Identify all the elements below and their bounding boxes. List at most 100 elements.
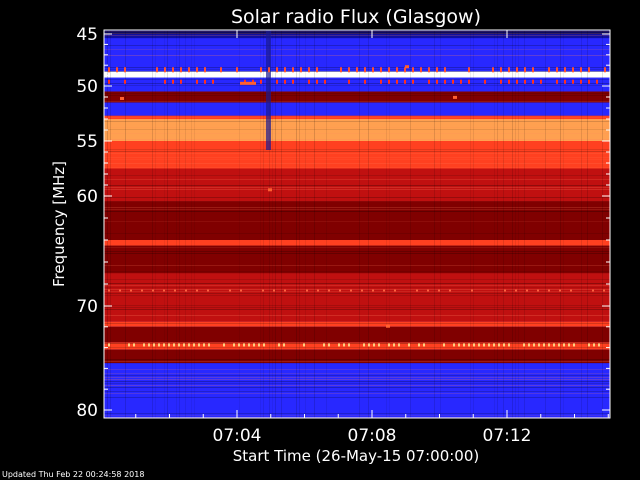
speckle [443, 343, 445, 347]
speckle [416, 289, 418, 292]
texture-line [104, 361, 610, 362]
band-16 [104, 342, 610, 350]
texture-streak [260, 30, 261, 418]
speckle [394, 289, 396, 292]
speckle [308, 67, 310, 73]
texture-line [104, 413, 610, 414]
band-3 [104, 77, 610, 92]
texture-line [104, 397, 610, 398]
texture-line [104, 233, 610, 234]
speckle [543, 343, 545, 347]
texture-line [104, 253, 610, 254]
speckle [183, 343, 185, 347]
speckle [108, 79, 110, 84]
texture-line [104, 347, 610, 348]
speckle [420, 67, 422, 73]
speckle [573, 343, 575, 347]
band-10 [104, 201, 610, 240]
texture-line [104, 185, 610, 186]
speckle [303, 343, 305, 347]
band-15 [104, 326, 610, 343]
speckle [164, 67, 166, 73]
y-axis-label: Frequency [MHz] [50, 161, 68, 287]
texture-streak [560, 30, 561, 418]
texture-line [104, 49, 610, 50]
texture-line [104, 175, 610, 176]
speckle [284, 289, 286, 292]
speckle [339, 289, 341, 292]
texture-streak [368, 30, 369, 418]
speckle [193, 343, 195, 347]
speckle [548, 67, 550, 73]
speckle [458, 343, 460, 347]
texture-line [104, 207, 610, 208]
texture-line [104, 379, 610, 380]
texture-streak [563, 30, 564, 418]
texture-streak [386, 30, 387, 418]
texture-line [104, 285, 610, 286]
speckle [276, 79, 278, 84]
speckle [396, 79, 398, 84]
speckle [343, 343, 345, 347]
speckle [253, 343, 255, 347]
speckle [236, 67, 238, 73]
speckle [268, 67, 270, 73]
speckle [108, 289, 110, 292]
speckle [204, 79, 206, 84]
texture-streak [518, 30, 519, 418]
y-tick-label: 60 [76, 187, 98, 207]
speckle [292, 79, 294, 84]
texture-line [104, 359, 610, 360]
texture-line [104, 383, 610, 384]
speckle [493, 343, 495, 347]
speckle [130, 289, 132, 292]
speckle [133, 343, 135, 347]
texture-streak [440, 30, 441, 418]
speckle [398, 343, 400, 347]
texture-line [104, 31, 610, 32]
texture-line [104, 139, 610, 140]
speckle [258, 343, 260, 347]
texture-streak [389, 30, 390, 418]
burst [386, 324, 390, 328]
texture-line [104, 221, 610, 222]
texture-line [104, 85, 610, 86]
speckle [233, 343, 235, 347]
texture-streak [152, 30, 153, 418]
speckle [340, 67, 342, 73]
speckle [143, 343, 145, 347]
speckle [478, 343, 480, 347]
band-5 [104, 102, 610, 116]
texture-streak [512, 30, 513, 418]
texture-line [104, 273, 610, 274]
speckle [604, 67, 606, 73]
y-tick-label: 45 [76, 25, 98, 45]
speckle [141, 289, 143, 292]
texture-line [104, 247, 610, 248]
band-11 [104, 240, 610, 246]
texture-line [104, 293, 610, 294]
speckle [124, 67, 126, 73]
speckle [516, 79, 518, 84]
texture-streak [497, 30, 498, 418]
burst [120, 97, 124, 100]
speckle [538, 343, 540, 347]
speckle [203, 343, 205, 347]
speckle [532, 67, 534, 73]
speckle [243, 343, 245, 347]
texture-line [104, 381, 610, 382]
speckle [284, 67, 286, 73]
speckle [526, 289, 528, 292]
speckle [212, 79, 214, 84]
speckle [328, 343, 330, 347]
band-12 [104, 245, 610, 273]
speckle [306, 289, 308, 292]
speckle [153, 343, 155, 347]
speckle [260, 67, 262, 73]
speckle [373, 343, 375, 347]
texture-line [104, 163, 610, 164]
x-tick-label: 07:04 [213, 426, 262, 446]
speckle [361, 289, 363, 292]
speckle [196, 79, 198, 84]
texture-line [104, 79, 610, 80]
